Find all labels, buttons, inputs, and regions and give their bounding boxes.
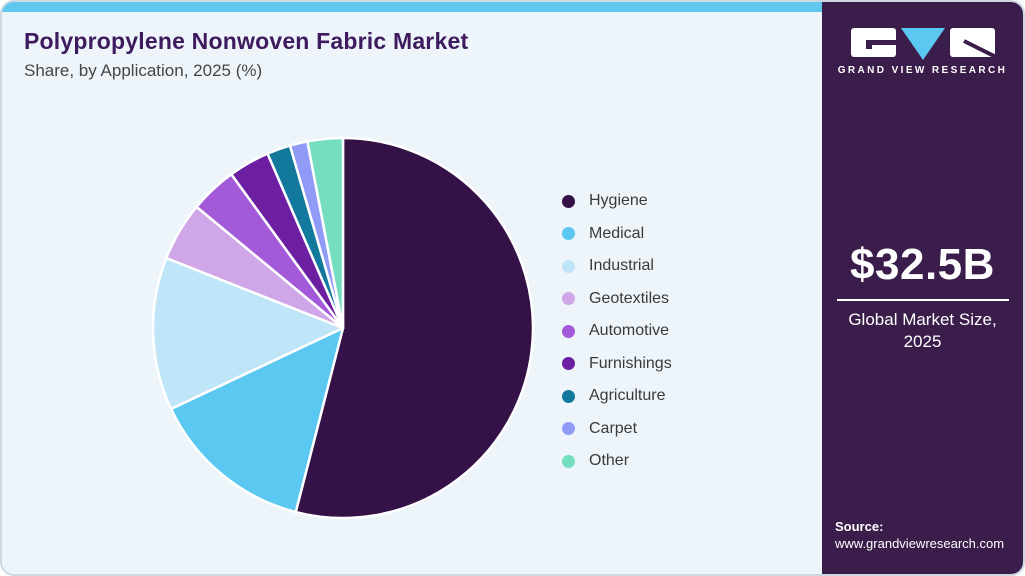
pie-chart [146,131,540,525]
chart-legend: Hygiene Medical Industrial Geotextiles A… [562,185,672,478]
logo-r-icon [949,28,995,57]
chart-title: Polypropylene Nonwoven Fabric Market [24,28,469,54]
legend-swatch-furnishings [562,357,575,371]
chart-panel: Polypropylene Nonwoven Fabric Market Sha… [2,2,822,574]
legend-label: Industrial [589,257,654,275]
legend-item-carpet: Carpet [562,413,672,446]
legend-swatch-industrial [562,259,575,273]
logo-v-triangle-icon [900,28,945,60]
market-size-caption: Global Market Size, 2025 [848,310,997,351]
chart-subtitle: Share, by Application, 2025 (%) [24,61,263,80]
source-url: www.grandviewresearch.com [835,536,1005,552]
pie-slice-other [306,136,345,330]
legend-swatch-hygiene [562,194,575,208]
legend-swatch-automotive [562,324,575,338]
pie-slice-hygiene [294,136,535,520]
source-block: Source: www.grandviewresearch.com [835,519,1004,553]
legend-label: Other [589,452,630,470]
brand-sidebar: GRAND VIEW RESEARCH $32.5B Global Market… [822,2,1023,574]
market-size-block: $32.5B Global Market Size, 2025 [832,240,1013,353]
legend-item-agriculture: Agriculture [562,380,672,413]
legend-swatch-other [562,454,575,468]
logo-g-icon [850,28,896,57]
legend-label: Hygiene [589,192,648,210]
legend-swatch-carpet [562,422,575,436]
accent-bar [2,2,822,12]
legend-label: Furnishings [589,354,672,372]
legend-item-industrial: Industrial [562,250,672,283]
brand-name: GRAND VIEW RESEARCH [837,65,1008,76]
market-size-divider [836,299,1009,301]
legend-item-other: Other [562,445,672,478]
legend-label: Medical [589,224,645,242]
legend-item-automotive: Automotive [562,315,672,348]
legend-item-hygiene: Hygiene [562,185,672,218]
legend-item-geotextiles: Geotextiles [562,283,672,316]
legend-label: Geotextiles [589,289,670,307]
legend-swatch-agriculture [562,389,575,403]
pie-slice-industrial [151,256,345,411]
source-label: Source: [835,519,884,535]
legend-item-furnishings: Furnishings [562,348,672,381]
market-size-value: $32.5B [850,240,995,289]
gvr-logo-marks [850,28,995,60]
gvr-logo: GRAND VIEW RESEARCH [822,28,1023,76]
legend-label: Agriculture [589,387,666,405]
pie-slice-medical [169,326,345,514]
pie-chart-svg [151,136,535,520]
chart-header: Polypropylene Nonwoven Fabric Market Sha… [24,28,468,81]
legend-swatch-medical [562,227,575,241]
legend-swatch-geotextiles [562,292,575,306]
legend-item-medical: Medical [562,218,672,251]
legend-label: Automotive [589,322,670,340]
legend-label: Carpet [589,419,638,437]
